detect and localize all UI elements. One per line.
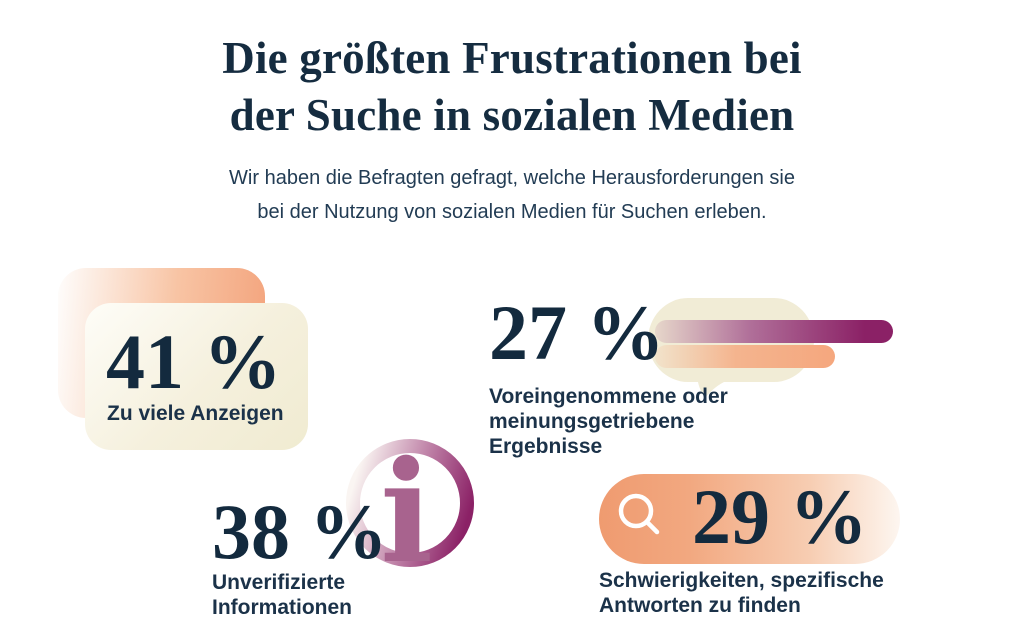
page-title-line2: der Suche in sozialen Medien — [229, 90, 795, 140]
gradient-bar-orange — [655, 345, 835, 368]
ads-percentage: 41 % — [106, 318, 282, 405]
answers-percentage: 29 % — [692, 473, 868, 560]
biased-label-line2: meinungsgetriebene — [489, 410, 695, 433]
biased-label-line3: Ergebnisse — [489, 435, 603, 458]
magnifier-icon — [618, 493, 660, 535]
page-subtitle-line1: Wir haben die Befragten gefragt, welche … — [229, 167, 795, 189]
unverified-label-line2: Informationen — [212, 596, 352, 619]
biased-percentage: 27 % — [489, 289, 665, 376]
page-title-line1: Die größten Frustrationen bei — [222, 33, 802, 83]
biased-label: Voreingenommene oder meinungsgetriebene … — [489, 384, 728, 459]
unverified-label: Unverifizierte Informationen — [212, 570, 352, 620]
answers-label: Schwierigkeiten, spezifische Antworten z… — [599, 568, 884, 618]
biased-label-line1: Voreingenommene oder — [489, 385, 728, 408]
page-subtitle-line2: bei der Nutzung von sozialen Medien für … — [257, 201, 767, 223]
unverified-percentage: 38 % — [212, 488, 388, 575]
info-i-glyph: i — [380, 431, 434, 595]
answers-label-line1: Schwierigkeiten, spezifische — [599, 569, 884, 592]
search-pill-shape — [599, 474, 900, 564]
gradient-bar-purple — [655, 320, 893, 343]
info-circle-icon — [346, 439, 474, 567]
ads-label: Zu viele Anzeigen — [107, 402, 284, 425]
page-subtitle: Wir haben die Befragten gefragt, welche … — [0, 161, 1024, 229]
page-title: Die größten Frustrationen bei der Suche … — [0, 30, 1024, 144]
unverified-label-line1: Unverifizierte — [212, 571, 346, 594]
stacked-cards-front-shape — [85, 303, 308, 450]
answers-label-line2: Antworten zu finden — [599, 594, 801, 617]
